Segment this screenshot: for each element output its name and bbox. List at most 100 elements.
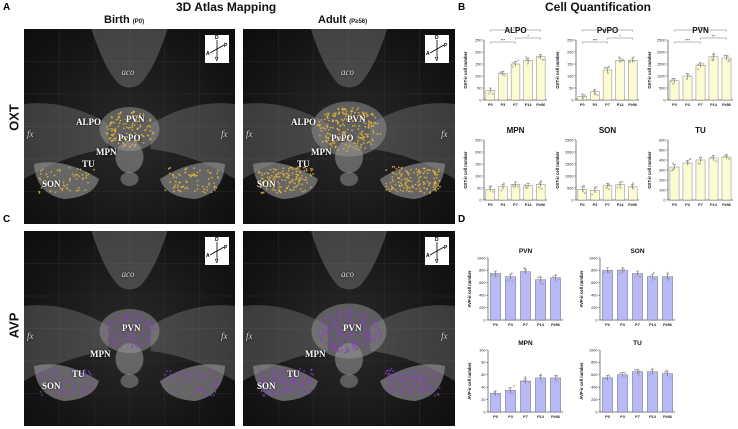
col-head-adult: Adult (P≥56) — [318, 14, 368, 26]
y-tick-label: 600 — [591, 281, 597, 285]
chart-title: TU — [695, 126, 706, 135]
bar — [602, 377, 613, 413]
y-tick-label: 2000 — [565, 150, 573, 154]
x-tick-label: P14 — [710, 103, 718, 107]
significance-label: *** — [685, 37, 690, 42]
y-axis-label: OXT-ir cell number — [647, 151, 652, 189]
region-label-fx: fx — [441, 331, 448, 341]
region-label-mpn: MPN — [305, 349, 326, 359]
y-tick-label: 0 — [663, 98, 665, 102]
significance-label: * — [619, 33, 621, 38]
x-tick-label: P14 — [649, 415, 657, 419]
region-label-fx: fx — [246, 331, 253, 341]
region-label-son: SON — [257, 381, 276, 391]
x-tick-label: P3 — [620, 323, 625, 327]
x-tick-label: P≥56 — [536, 103, 545, 107]
chart-avp-mpn: MPN AVP-ir cell number 0 20 40 60 80 100 P0 P3 P7 P… — [462, 336, 566, 424]
y-tick-label: 0 — [483, 410, 485, 414]
chart-oxt-alpo: ALPO OXT-ir cell number 0 50 100 150 200 250 P0 P… — [460, 22, 550, 112]
bar — [498, 73, 508, 101]
x-tick-label: P7 — [698, 103, 703, 107]
y-tick-label: 500 — [659, 148, 665, 152]
chart-title: PVN — [519, 248, 533, 255]
y-tick-label: 250 — [475, 38, 481, 42]
region-label-fx: fx — [27, 129, 34, 139]
atlas-drawing — [243, 231, 455, 426]
compass-label-v: V — [215, 57, 219, 63]
compass-label-p: P — [224, 43, 228, 49]
y-tick-label: 40 — [481, 386, 485, 390]
region-label-fx: fx — [27, 331, 34, 341]
chart-title: ALPO — [504, 26, 526, 35]
x-tick-label: P3 — [508, 415, 513, 419]
chart-avp-son: SON AVP-ir cell number 0 200 400 600 800 1000 P0… — [574, 244, 678, 332]
bar — [490, 393, 501, 413]
bar — [490, 273, 501, 321]
compass-label-v: V — [215, 259, 219, 265]
chart-oxt-mpn: MPN OXT-ir cell number 0 50 100 150 200 250 P0 P3… — [460, 122, 550, 212]
bar — [535, 377, 546, 413]
x-tick-label: P0 — [488, 103, 493, 107]
y-tick-label: 50 — [477, 186, 481, 190]
compass-label-v: V — [435, 57, 439, 63]
region-label-fx: fx — [246, 129, 253, 139]
y-tick-label: 200 — [475, 50, 481, 54]
bar — [695, 159, 706, 201]
bar — [505, 390, 516, 413]
y-tick-label: 2500 — [657, 38, 665, 42]
y-tick-label: 150 — [567, 62, 573, 66]
x-tick-label: P0 — [672, 203, 677, 207]
bar — [647, 371, 658, 413]
x-tick-label: P7 — [605, 203, 610, 207]
chart-oxt-pvpo: PvPO OXT-ir cell number 0 50 100 150 200 250 P0 P… — [552, 22, 642, 112]
x-tick-label: P≥56 — [663, 323, 672, 327]
x-tick-label: P14 — [710, 203, 718, 207]
region-label-tu: TU — [82, 159, 95, 169]
y-tick-label: 20 — [481, 398, 485, 402]
bar — [535, 279, 546, 321]
x-tick-label: P14 — [617, 203, 625, 207]
compass-label-a: A — [206, 51, 210, 57]
y-tick-label: 80 — [481, 361, 485, 365]
y-tick-label: 1000 — [565, 174, 573, 178]
x-tick-label: P≥56 — [628, 203, 637, 207]
chart-title: SON — [630, 248, 644, 255]
y-axis-label: OXT-ir cell number — [463, 51, 468, 89]
y-tick-label: 400 — [659, 158, 665, 162]
bar — [602, 69, 613, 101]
chart-oxt-pvn: PVN OXT-ir cell number 0 500 1000 1500 2000 250… — [644, 22, 736, 112]
region-label-aco: aco — [121, 67, 135, 77]
y-axis-label: OXT-ir cell number — [647, 51, 652, 89]
x-tick-label: P3 — [620, 415, 625, 419]
panel-letter-c: C — [3, 214, 11, 225]
y-axis-label: OXT-ir cell number — [555, 151, 560, 189]
y-tick-label: 1000 — [589, 348, 597, 352]
region-label-alpo: ALPO — [291, 117, 317, 127]
y-tick-label: 300 — [659, 168, 665, 172]
y-tick-label: 100 — [475, 174, 481, 178]
region-label-mpn: MPN — [90, 349, 111, 359]
bar — [708, 56, 719, 101]
bar — [550, 277, 561, 321]
region-label-son: SON — [257, 179, 276, 189]
region-label-mpn: MPN — [96, 147, 117, 157]
y-tick-label: 0 — [479, 198, 481, 202]
y-tick-label: 60 — [481, 373, 485, 377]
region-label-pvn: PVN — [347, 114, 366, 124]
significance-label: *** — [513, 25, 518, 30]
x-tick-label: P0 — [605, 323, 610, 327]
x-tick-label: P7 — [523, 415, 528, 419]
y-tick-label: 800 — [591, 269, 597, 273]
row-label-oxt: OXT — [6, 104, 22, 131]
y-tick-label: 1000 — [589, 256, 597, 260]
compass-label-a: A — [426, 253, 430, 259]
x-tick-label: P0 — [605, 415, 610, 419]
bar — [510, 63, 521, 101]
region-label-aco: aco — [341, 269, 354, 279]
significance-label: *** — [698, 25, 703, 30]
y-axis-label: AVP-ir cell number — [579, 362, 584, 400]
